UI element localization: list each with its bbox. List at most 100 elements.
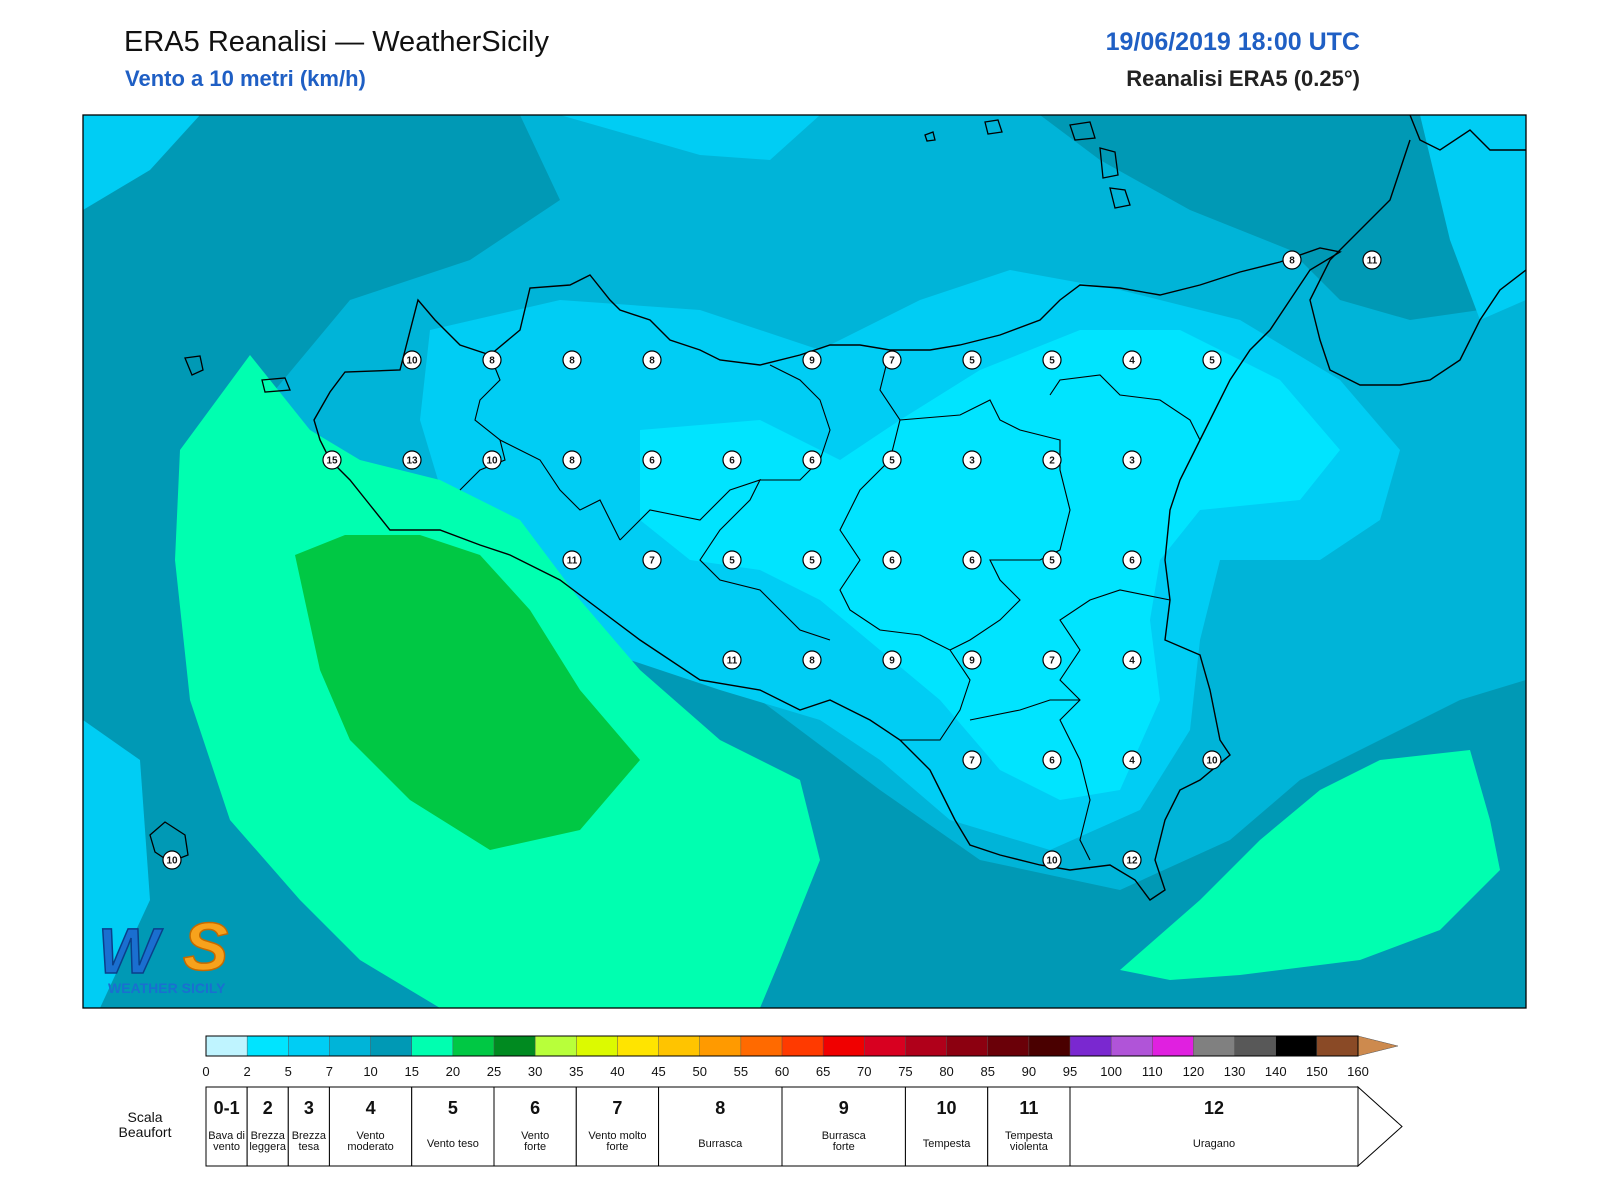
station-value: 7 bbox=[649, 556, 655, 567]
color-swatch bbox=[617, 1035, 660, 1057]
beaufort-cell bbox=[328, 1086, 413, 1167]
station-circle bbox=[1042, 450, 1062, 470]
color-swatch bbox=[740, 1035, 783, 1057]
station-value: 7 bbox=[969, 756, 975, 767]
station-marker: 5 bbox=[722, 550, 742, 570]
station-marker: 7 bbox=[962, 750, 982, 770]
station-circle bbox=[802, 650, 822, 670]
station-marker: 11 bbox=[1362, 250, 1382, 270]
station-circle bbox=[1202, 750, 1222, 770]
beaufort-cell bbox=[904, 1086, 989, 1167]
color-tick-label: 120 bbox=[1183, 1064, 1205, 1079]
color-tick-label: 70 bbox=[857, 1064, 871, 1079]
station-value: 4 bbox=[1129, 656, 1135, 667]
station-value: 5 bbox=[969, 356, 975, 367]
station-circle bbox=[162, 850, 182, 870]
color-tick-label: 7 bbox=[326, 1064, 333, 1079]
station-circle bbox=[402, 350, 422, 370]
data-source: Reanalisi ERA5 (0.25°) bbox=[1126, 66, 1360, 91]
station-value: 10 bbox=[1046, 856, 1058, 867]
favignana-island bbox=[261, 377, 291, 393]
wind-band-15-20-east bbox=[1120, 750, 1500, 980]
station-marker: 6 bbox=[962, 550, 982, 570]
station-marker: 13 bbox=[402, 450, 422, 470]
color-tick-label: 85 bbox=[980, 1064, 994, 1079]
color-swatch-extend bbox=[1357, 1035, 1399, 1057]
station-value: 5 bbox=[1209, 356, 1215, 367]
station-circle bbox=[1122, 650, 1142, 670]
beaufort-cell bbox=[781, 1086, 906, 1167]
beaufort-number: 8 bbox=[715, 1098, 725, 1118]
station-circle bbox=[882, 350, 902, 370]
color-swatch bbox=[534, 1035, 578, 1057]
beaufort-desc: Vento molto bbox=[588, 1130, 646, 1142]
station-circle bbox=[1042, 850, 1062, 870]
color-tick-label: 65 bbox=[816, 1064, 830, 1079]
beaufort-number: 10 bbox=[937, 1098, 957, 1118]
beaufort-number: 11 bbox=[1019, 1098, 1038, 1118]
station-circle bbox=[722, 550, 742, 570]
beaufort-class: 12 Uragano bbox=[1069, 1086, 1359, 1167]
color-bar-outline bbox=[205, 1035, 1359, 1057]
calabria-coastline bbox=[1309, 115, 1526, 386]
beaufort-class: 8 Burrasca bbox=[658, 1086, 783, 1167]
beaufort-desc: vento bbox=[213, 1141, 240, 1153]
station-circle bbox=[1042, 650, 1062, 670]
beaufort-cell bbox=[493, 1086, 577, 1167]
color-swatch bbox=[1193, 1035, 1236, 1057]
beaufort-desc: Brezza bbox=[292, 1130, 327, 1142]
station-circle bbox=[1282, 250, 1302, 270]
color-tick-label: 160 bbox=[1347, 1064, 1369, 1079]
color-swatch bbox=[1316, 1035, 1359, 1057]
station-value: 5 bbox=[1049, 356, 1055, 367]
wind-band-dark-west bbox=[83, 115, 560, 1008]
station-marker: 11 bbox=[562, 550, 582, 570]
color-tick-label: 75 bbox=[898, 1064, 912, 1079]
beaufort-desc: Burrasca bbox=[698, 1138, 743, 1150]
station-circle bbox=[722, 650, 742, 670]
color-swatch bbox=[1234, 1035, 1277, 1057]
station-circle bbox=[482, 350, 502, 370]
beaufort-desc: forte bbox=[524, 1141, 546, 1153]
station-marker: 5 bbox=[962, 350, 982, 370]
station-value: 11 bbox=[1367, 256, 1378, 267]
beaufort-number: 4 bbox=[366, 1098, 376, 1118]
station-circle bbox=[562, 450, 582, 470]
station-value: 8 bbox=[649, 356, 655, 367]
color-swatch bbox=[699, 1035, 742, 1057]
station-circle bbox=[1122, 450, 1142, 470]
station-value: 5 bbox=[1049, 556, 1055, 567]
station-value: 8 bbox=[569, 356, 575, 367]
color-tick-label: 5 bbox=[285, 1064, 292, 1079]
color-tick-label: 55 bbox=[734, 1064, 748, 1079]
beaufort-desc: Bava di bbox=[208, 1130, 245, 1142]
station-value: 8 bbox=[489, 356, 495, 367]
beaufort-desc: Tempesta bbox=[923, 1138, 972, 1150]
station-circle bbox=[962, 550, 982, 570]
beaufort-cell bbox=[658, 1086, 783, 1167]
logo-mark-w: W bbox=[98, 915, 163, 987]
logo-mark-s: S bbox=[183, 909, 228, 985]
color-tick-label: 15 bbox=[404, 1064, 418, 1079]
station-marker: 11 bbox=[722, 650, 742, 670]
station-circle bbox=[882, 550, 902, 570]
beaufort-title: Beaufort bbox=[119, 1124, 172, 1140]
station-value: 7 bbox=[1049, 656, 1055, 667]
station-value: 6 bbox=[969, 556, 975, 567]
station-value: 6 bbox=[809, 456, 815, 467]
station-marker: 10 bbox=[1042, 850, 1062, 870]
station-value: 3 bbox=[969, 456, 975, 467]
station-marker: 15 bbox=[322, 450, 342, 470]
station-value: 10 bbox=[1206, 756, 1218, 767]
station-marker: 6 bbox=[1042, 750, 1062, 770]
color-tick-label: 90 bbox=[1022, 1064, 1036, 1079]
station-circle bbox=[1122, 350, 1142, 370]
station-value: 7 bbox=[889, 356, 895, 367]
station-value: 6 bbox=[1129, 556, 1135, 567]
station-marker: 3 bbox=[962, 450, 982, 470]
station-circle bbox=[1122, 750, 1142, 770]
